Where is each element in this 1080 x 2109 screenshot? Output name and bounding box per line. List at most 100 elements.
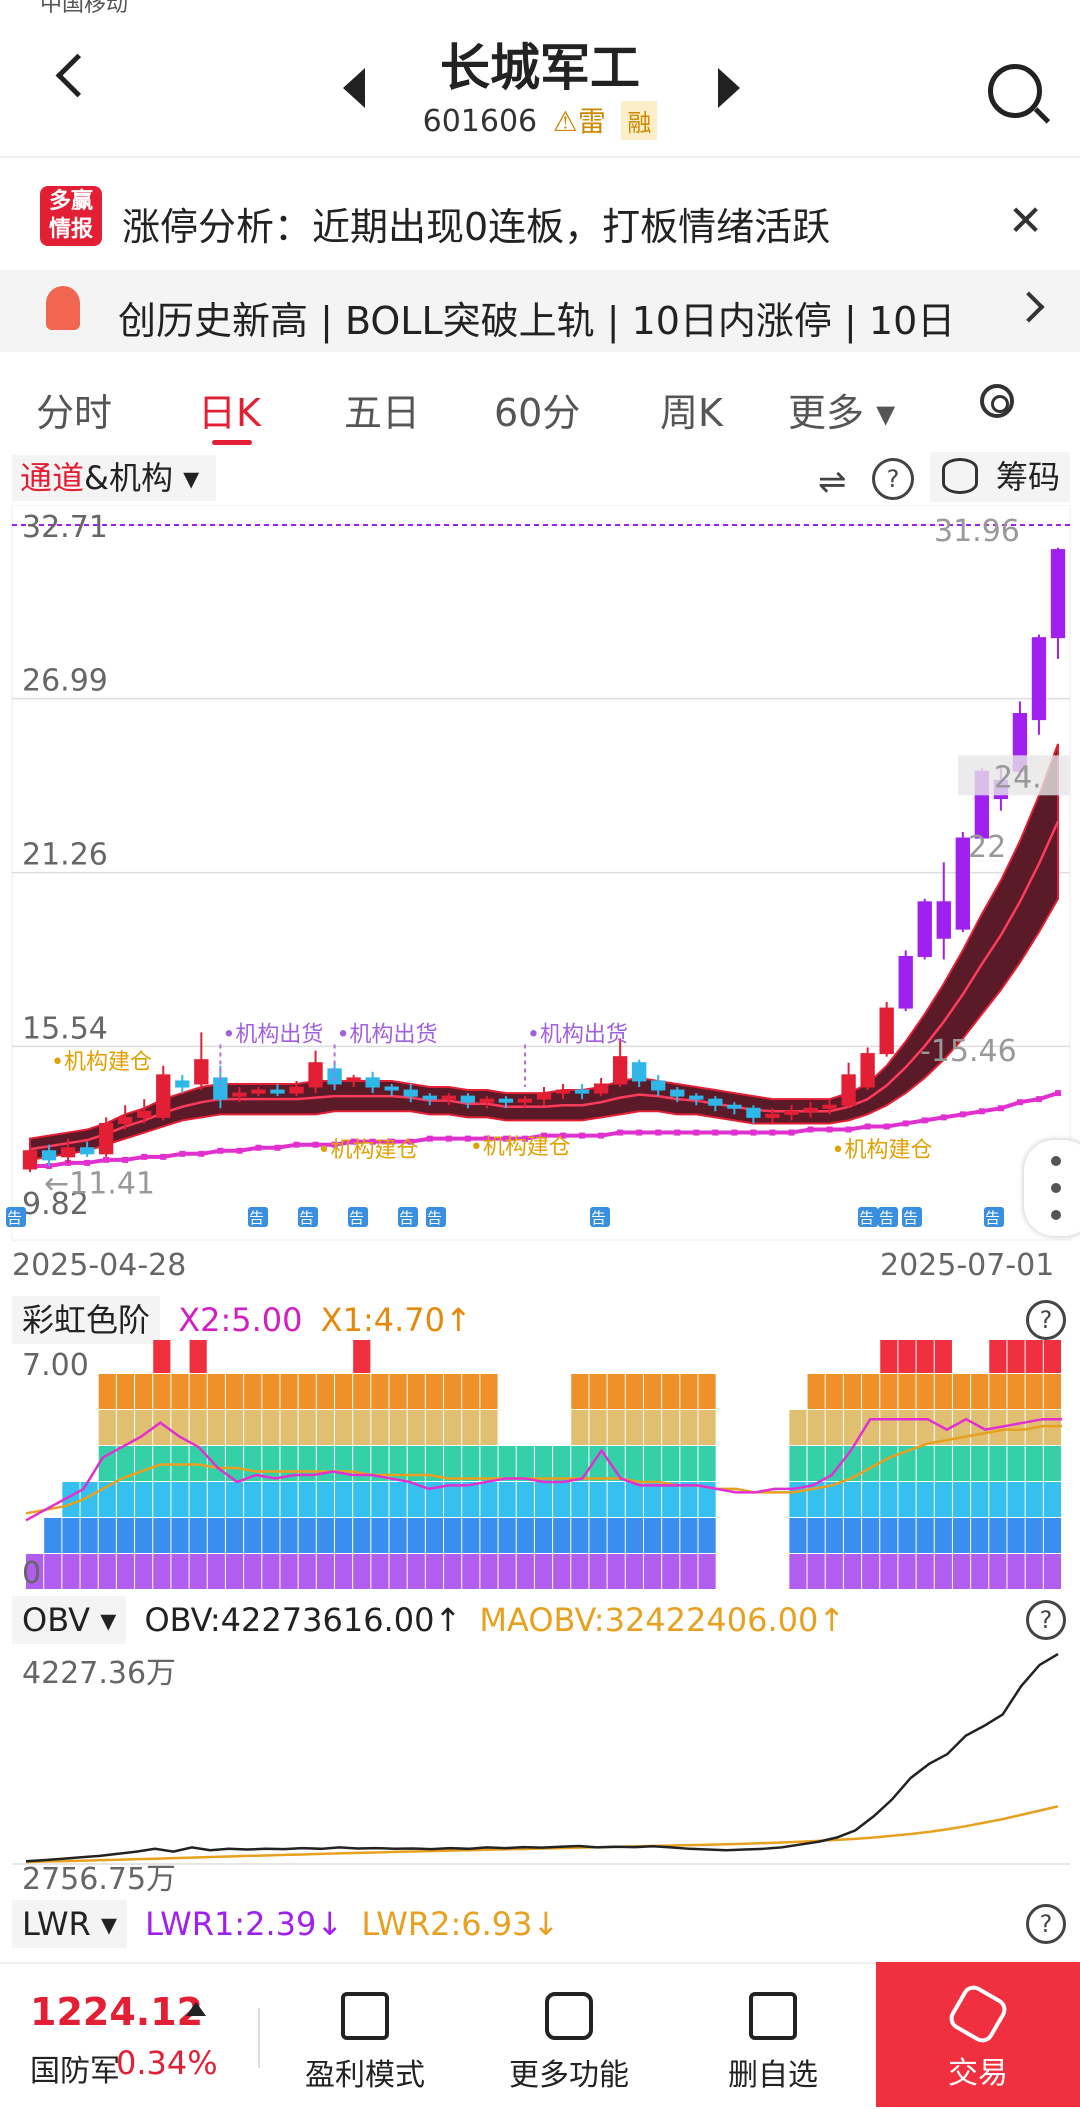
rainbow-cell xyxy=(371,1410,389,1445)
track-dot xyxy=(1016,1099,1023,1106)
announce-tag-label: 告 xyxy=(427,1209,442,1227)
remove-watchlist-button[interactable]: 删自选 xyxy=(698,1992,848,2094)
rainbow-cell xyxy=(1043,1518,1061,1553)
rainbow-cell xyxy=(1007,1410,1025,1445)
rainbow-cell xyxy=(44,1554,62,1589)
tab-weekly[interactable]: 周K xyxy=(660,391,723,435)
tab-daily[interactable]: 日K xyxy=(198,391,261,435)
track-dot xyxy=(255,1144,262,1151)
rainbow-cell xyxy=(934,1554,952,1589)
tab-more[interactable]: 更多 ▾ xyxy=(788,391,896,435)
indicator-selector[interactable]: 通道&机构 ▾ xyxy=(12,455,216,501)
rainbow-cell xyxy=(353,1340,371,1373)
more-functions-button[interactable]: 更多功能 xyxy=(494,1992,644,2094)
candle-body xyxy=(403,1089,418,1097)
divider xyxy=(258,2008,260,2068)
margin-tag[interactable]: 融 xyxy=(621,101,658,140)
tags-strip[interactable] xyxy=(0,270,1080,352)
rainbow-cell xyxy=(80,1482,98,1517)
settings-icon[interactable] xyxy=(980,384,1014,418)
rainbow-cell xyxy=(789,1554,807,1589)
tab-60min[interactable]: 60分 xyxy=(494,391,581,435)
rainbow-cell xyxy=(425,1410,444,1445)
rainbow-cell xyxy=(353,1518,371,1553)
rainbow-cell xyxy=(425,1374,444,1409)
rainbow-cell xyxy=(934,1374,952,1409)
tab-five-day[interactable]: 五日 xyxy=(344,391,421,435)
obv-y-top: 4227.36万 xyxy=(22,1656,177,1691)
tags-text[interactable]: 创历史新高 | BOLL突破上轨 | 10日内涨停 | 10日 xyxy=(118,299,956,343)
carrier-label: 中国移动 xyxy=(40,0,129,17)
announce-tag-label: 告 xyxy=(591,1209,606,1227)
trade-button[interactable]: 交易 xyxy=(876,1962,1080,2107)
help-icon[interactable]: ? xyxy=(1026,1600,1066,1640)
index-change[interactable]: 0.34% xyxy=(116,2044,218,2082)
close-icon[interactable]: ✕ xyxy=(1008,196,1044,245)
track-dot xyxy=(198,1150,205,1157)
obv-indicator-name[interactable]: OBV ▾ xyxy=(12,1596,127,1644)
rainbow-cell xyxy=(1043,1340,1061,1373)
rainbow-cell xyxy=(62,1554,80,1589)
track-dot xyxy=(331,1141,338,1148)
prev-stock-icon[interactable] xyxy=(343,68,365,108)
rainbow-cell xyxy=(353,1410,371,1445)
help-icon[interactable]: ? xyxy=(872,458,914,500)
help-icon[interactable]: ? xyxy=(1026,1904,1066,1944)
help-icon[interactable]: ? xyxy=(1026,1300,1066,1340)
sell-annotation: •机构出货 xyxy=(222,1022,323,1047)
rainbow-cell xyxy=(825,1518,843,1553)
rainbow-cell xyxy=(680,1518,698,1553)
rainbow-cell xyxy=(298,1410,316,1445)
rainbow-cell xyxy=(298,1482,316,1517)
rainbow-cell xyxy=(916,1374,934,1409)
index-price[interactable]: 1224.12 xyxy=(30,1990,204,2034)
rainbow-cell xyxy=(989,1518,1007,1553)
candlestick-chart[interactable]: 32.71 26.99 21.26 15.54 9.82 31.96 ←11.41 24. 2… xyxy=(0,505,1080,1275)
rainbow-cell xyxy=(1043,1554,1061,1589)
price-box xyxy=(958,755,1070,796)
candle-body xyxy=(955,837,970,930)
track-dot xyxy=(902,1120,909,1127)
rainbow-cell xyxy=(1007,1446,1025,1481)
rainbow-cell xyxy=(825,1410,843,1445)
candle-body xyxy=(651,1080,666,1091)
profit-mode-button[interactable]: 盈利模式 xyxy=(290,1992,440,2094)
rainbow-cell xyxy=(444,1446,462,1481)
rainbow-cell xyxy=(98,1554,116,1589)
rainbow-cell xyxy=(316,1518,334,1553)
candle-body xyxy=(365,1077,380,1088)
rainbow-cell xyxy=(298,1554,316,1589)
rainbow-cell xyxy=(225,1374,244,1409)
track-dot xyxy=(217,1147,224,1154)
warning-tag[interactable]: ⚠雷 xyxy=(552,105,606,138)
rainbow-cell xyxy=(407,1554,425,1589)
rainbow-cell xyxy=(98,1446,116,1481)
obv-value: OBV:42273616.00↑ xyxy=(144,1601,462,1639)
track-dot xyxy=(274,1144,281,1151)
rainbow-cell xyxy=(571,1446,589,1481)
rainbow-cell xyxy=(1043,1410,1061,1445)
index-name[interactable]: 国防军 xyxy=(30,2054,120,2089)
rainbow-cell xyxy=(444,1482,462,1517)
next-stock-icon[interactable] xyxy=(718,68,740,108)
more-options-icon[interactable] xyxy=(1024,1140,1080,1236)
obv-y-bottom: 2756.75万 xyxy=(22,1862,177,1897)
rainbow-cell xyxy=(389,1446,407,1481)
candle-body xyxy=(479,1098,495,1103)
rainbow-indicator-name[interactable]: 彩虹色阶 xyxy=(12,1296,161,1344)
rainbow-cell xyxy=(971,1374,989,1409)
tab-intraday[interactable]: 分时 xyxy=(36,391,113,435)
rainbow-cell xyxy=(280,1410,298,1445)
swap-icon[interactable]: ⇌ xyxy=(818,462,847,502)
rainbow-cell xyxy=(1025,1482,1043,1517)
rainbow-cell xyxy=(98,1374,116,1409)
track-dot xyxy=(826,1126,833,1133)
search-icon[interactable] xyxy=(988,64,1042,118)
lwr-indicator-name[interactable]: LWR ▾ xyxy=(12,1900,127,1948)
banner-text[interactable]: 涨停分析：近期出现0连板，打板情绪活跃 xyxy=(122,205,831,249)
rainbow-cell xyxy=(516,1554,534,1589)
rainbow-cell xyxy=(480,1410,498,1445)
rainbow-cell xyxy=(807,1446,825,1481)
rainbow-cell xyxy=(244,1410,262,1445)
track-dot xyxy=(236,1147,243,1154)
